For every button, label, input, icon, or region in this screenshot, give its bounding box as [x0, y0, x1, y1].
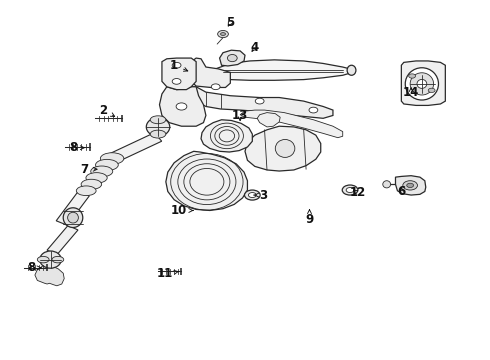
- Ellipse shape: [346, 188, 354, 193]
- Ellipse shape: [40, 251, 61, 268]
- Ellipse shape: [409, 74, 416, 78]
- Ellipse shape: [100, 153, 124, 164]
- Ellipse shape: [96, 159, 118, 171]
- Ellipse shape: [52, 256, 64, 263]
- Ellipse shape: [63, 208, 83, 228]
- Polygon shape: [245, 126, 321, 171]
- Ellipse shape: [91, 166, 113, 177]
- Ellipse shape: [76, 186, 96, 195]
- Ellipse shape: [255, 98, 264, 104]
- Text: 8: 8: [27, 261, 41, 274]
- Ellipse shape: [403, 181, 417, 190]
- Ellipse shape: [342, 185, 358, 195]
- Polygon shape: [166, 151, 247, 211]
- Polygon shape: [401, 61, 445, 105]
- Text: 11: 11: [156, 267, 178, 280]
- Text: 8: 8: [69, 141, 84, 154]
- Text: 2: 2: [99, 104, 115, 117]
- Polygon shape: [191, 58, 230, 87]
- Ellipse shape: [176, 103, 187, 110]
- Text: 13: 13: [232, 109, 248, 122]
- Text: 12: 12: [349, 186, 366, 199]
- Ellipse shape: [150, 130, 166, 138]
- Polygon shape: [108, 133, 162, 163]
- Ellipse shape: [220, 33, 225, 36]
- Polygon shape: [56, 192, 89, 225]
- Polygon shape: [240, 110, 343, 138]
- Ellipse shape: [248, 193, 256, 198]
- Ellipse shape: [245, 190, 260, 200]
- Ellipse shape: [347, 65, 356, 75]
- Text: 14: 14: [403, 86, 419, 99]
- Text: 10: 10: [171, 204, 193, 217]
- Ellipse shape: [68, 212, 78, 223]
- Ellipse shape: [150, 116, 166, 124]
- Ellipse shape: [81, 179, 101, 189]
- Text: 7: 7: [81, 163, 97, 176]
- Ellipse shape: [172, 78, 181, 84]
- Ellipse shape: [86, 173, 107, 183]
- Text: 1: 1: [170, 59, 188, 72]
- Text: 5: 5: [226, 16, 235, 29]
- Polygon shape: [162, 58, 196, 90]
- Polygon shape: [220, 50, 245, 66]
- Ellipse shape: [383, 181, 391, 188]
- Ellipse shape: [218, 31, 228, 38]
- Text: 4: 4: [251, 41, 259, 54]
- Text: 9: 9: [305, 210, 314, 226]
- Ellipse shape: [417, 80, 427, 88]
- Ellipse shape: [407, 183, 414, 188]
- Ellipse shape: [147, 118, 170, 136]
- Ellipse shape: [211, 84, 220, 90]
- Polygon shape: [159, 87, 206, 126]
- Polygon shape: [201, 120, 252, 152]
- Ellipse shape: [309, 107, 318, 113]
- Polygon shape: [47, 225, 78, 255]
- Polygon shape: [395, 176, 426, 195]
- Text: 6: 6: [397, 185, 406, 198]
- Text: 3: 3: [254, 189, 268, 202]
- Polygon shape: [191, 87, 333, 118]
- Ellipse shape: [37, 256, 49, 263]
- Polygon shape: [257, 113, 280, 127]
- Polygon shape: [211, 60, 352, 80]
- Polygon shape: [35, 265, 64, 286]
- Ellipse shape: [172, 62, 181, 68]
- Ellipse shape: [275, 139, 295, 157]
- Ellipse shape: [227, 54, 237, 62]
- Ellipse shape: [428, 88, 435, 93]
- Ellipse shape: [410, 73, 434, 95]
- Ellipse shape: [405, 68, 439, 100]
